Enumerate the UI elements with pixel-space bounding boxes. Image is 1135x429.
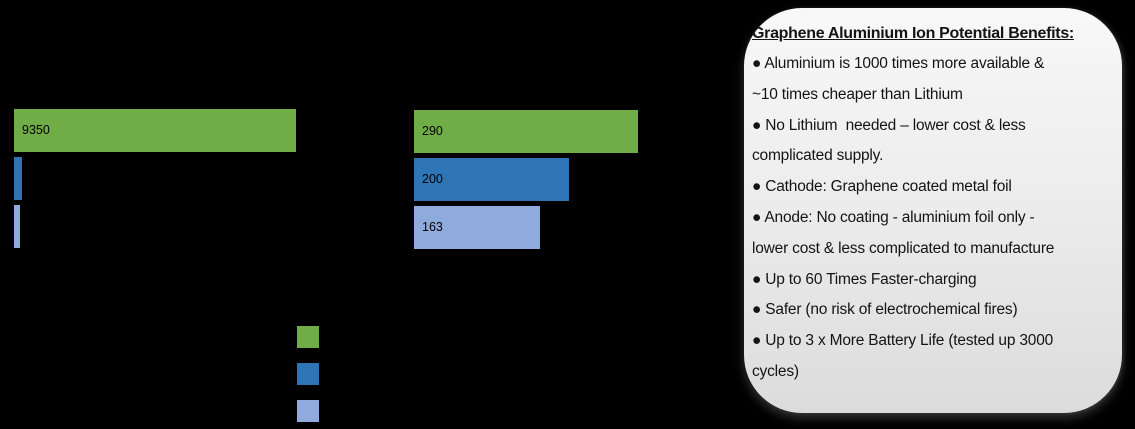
bar-value-label: 200	[422, 172, 443, 186]
benefits-line-6: lower cost & less complicated to manufac…	[752, 239, 1055, 257]
benefits-text-box: Graphene Aluminium Ion Potential Benefit…	[744, 8, 1122, 413]
bar-value-label: 163	[422, 220, 443, 234]
legend-swatch-0	[297, 326, 319, 348]
bar-series-2	[14, 205, 21, 248]
bar-value-label: 9350	[22, 123, 50, 137]
benefits-title: Graphene Aluminium Ion Potential Benefit…	[752, 25, 1074, 42]
benefits-body: ● Aluminium is 1000 times more available…	[752, 49, 1118, 388]
bar-chart-right: 290 200 163	[414, 110, 654, 250]
benefits-line-7: ● Up to 60 Times Faster-charging	[752, 270, 977, 288]
benefits-line-0: ● Aluminium is 1000 times more available…	[752, 55, 1045, 72]
legend-swatch-2	[297, 400, 319, 422]
bar-series-0: 290	[414, 110, 638, 153]
benefits-line-10: cycles)	[752, 362, 799, 380]
bar-series-0: 9350	[14, 109, 296, 152]
benefits-line-4: ● Cathode: Graphene coated metal foil	[752, 178, 1012, 196]
bar-chart-left: 9350	[14, 109, 314, 249]
benefits-line-5: ● Anode: No coating - aluminium foil onl…	[752, 208, 1035, 226]
benefits-line-3: complicated supply.	[752, 147, 884, 165]
chart-legend	[297, 326, 319, 422]
bar-series-1	[14, 157, 22, 200]
benefits-line-8: ● Safer (no risk of electrochemical fire…	[752, 301, 1018, 319]
legend-swatch-1	[297, 363, 319, 385]
bar-series-2: 163	[414, 206, 540, 249]
benefits-line-9: ● Up to 3 x More Battery Life (tested up…	[752, 332, 1054, 350]
benefits-line-1: ~10 times cheaper than Lithium	[752, 85, 963, 103]
benefits-line-2: ● No Lithium needed – lower cost & less	[752, 116, 1026, 134]
bar-value-label: 290	[422, 124, 443, 138]
bar-series-1: 200	[414, 158, 569, 201]
